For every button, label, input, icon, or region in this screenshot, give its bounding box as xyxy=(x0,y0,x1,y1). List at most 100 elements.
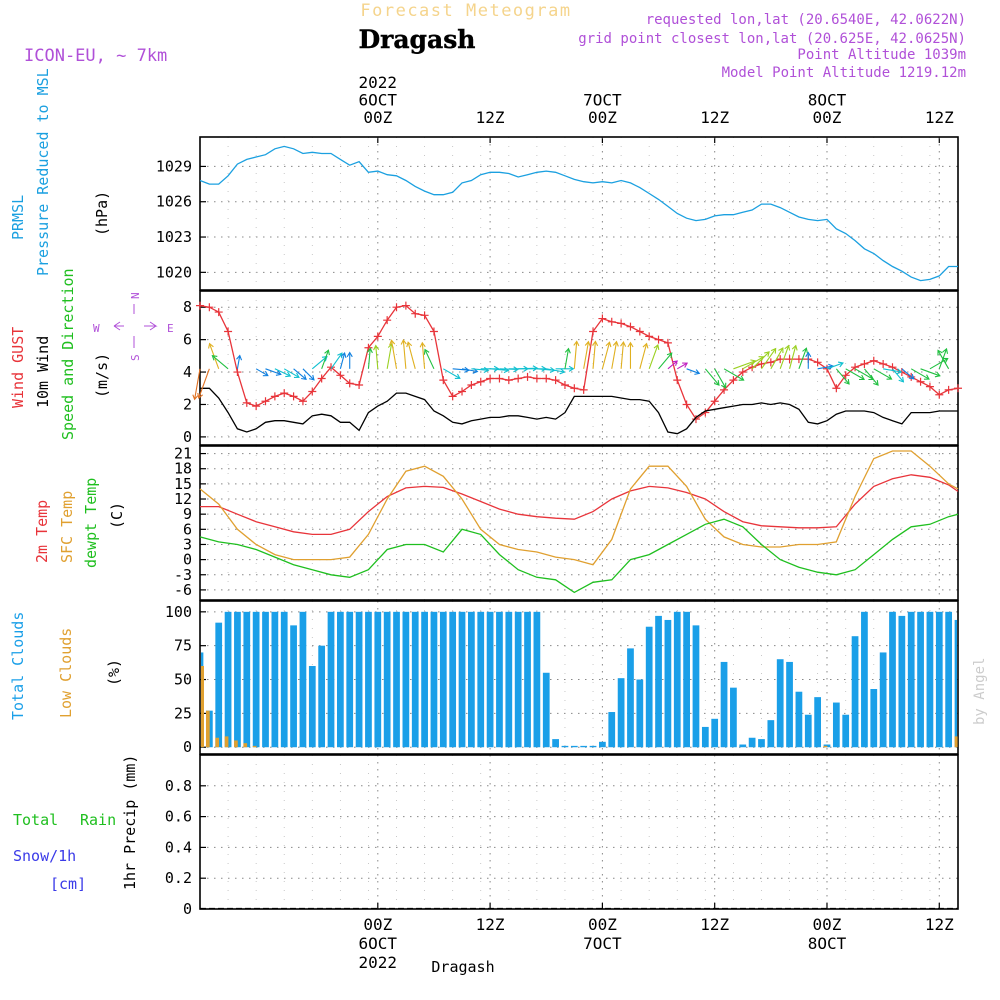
gust-marker xyxy=(486,374,495,383)
total-clouds-bar xyxy=(730,687,737,748)
wind-direction-arrow xyxy=(883,368,902,373)
compass-west: W xyxy=(93,322,100,335)
wind-arrow-head xyxy=(503,367,510,374)
total-clouds-bar xyxy=(711,718,719,748)
wind-direction-arrow xyxy=(789,345,797,369)
wind-arrow-head xyxy=(805,351,812,358)
wind-direction-arrow xyxy=(402,339,407,369)
total-clouds-bar xyxy=(935,611,943,748)
wind-arrow-head xyxy=(682,362,689,368)
gust-marker xyxy=(860,359,869,368)
total-clouds-bar xyxy=(505,611,513,748)
wind-arrow-head xyxy=(211,354,218,361)
gust-marker xyxy=(776,355,785,364)
wind-direction-arrow xyxy=(714,368,727,389)
time-label-top: 00Z xyxy=(588,108,617,127)
wind-arrow-head xyxy=(844,378,850,385)
wind-direction-arrow xyxy=(854,368,874,380)
gust-marker xyxy=(635,327,644,336)
time-label-top: 8OCT xyxy=(808,91,847,110)
total-clouds-bar xyxy=(879,652,887,748)
wind-direction-arrow xyxy=(367,348,371,369)
total-clouds-bar xyxy=(617,678,625,748)
low-clouds-bar xyxy=(823,745,828,748)
gust-marker xyxy=(439,376,448,385)
total-clouds-bar xyxy=(664,619,672,748)
y-tick-label: 1020 xyxy=(156,263,192,281)
total-clouds-bar xyxy=(496,611,503,748)
model-label: ICON-EU, ~ 7km xyxy=(24,46,167,66)
gust-marker xyxy=(851,363,860,372)
y-tick-label: 0.4 xyxy=(165,838,192,856)
footer-station-name: Dragash xyxy=(431,958,494,976)
total-clouds-bar xyxy=(683,611,690,748)
total-clouds-bar xyxy=(346,611,354,748)
wind-direction-arrow xyxy=(421,342,426,369)
wind-direction-arrow xyxy=(424,349,435,370)
wind-direction-arrow xyxy=(676,362,688,370)
wind-arrow-head xyxy=(285,371,292,378)
total-clouds-bar xyxy=(954,619,957,748)
wind-direction-arrow xyxy=(648,344,659,369)
wind-arrow-head xyxy=(896,368,903,375)
total-clouds-bar xyxy=(814,697,821,748)
wind-arrow-head xyxy=(406,341,413,348)
time-label-top: 12Z xyxy=(925,108,954,127)
gust-marker xyxy=(514,374,523,383)
wind-direction-arrow xyxy=(761,348,777,370)
wind-arrow-head xyxy=(653,343,660,350)
gust-marker xyxy=(373,332,382,341)
time-label-bottom: 12Z xyxy=(476,915,505,934)
wind-arrow-head xyxy=(192,394,199,401)
total-clouds-bar xyxy=(542,672,550,748)
wind-direction-arrow xyxy=(375,345,379,369)
total-clouds-bar xyxy=(552,739,559,748)
wind-direction-arrow xyxy=(443,368,461,379)
gust-marker xyxy=(607,317,616,326)
wind-direction-arrow xyxy=(198,368,210,399)
gust-marker xyxy=(682,400,691,409)
wind-arrow-head xyxy=(802,347,808,354)
gust-marker xyxy=(327,363,336,372)
total-clouds-bar xyxy=(252,611,260,748)
gust-marker xyxy=(214,308,223,317)
wind-direction-arrow xyxy=(658,352,673,370)
wind-direction-arrow xyxy=(330,352,343,370)
panel-frame xyxy=(199,136,959,291)
watermark: by Angel xyxy=(972,658,988,725)
wind-arrow-head xyxy=(366,347,373,354)
total-clouds-bar xyxy=(898,615,906,748)
axis-label-10m-wind: 10m Wind xyxy=(34,336,52,408)
gust-marker xyxy=(673,376,682,385)
wind-arrow-head xyxy=(197,392,203,399)
total-clouds-bar xyxy=(907,611,915,748)
wind-arrow-head xyxy=(886,374,893,380)
gust-marker xyxy=(598,314,607,323)
total-clouds-bar xyxy=(215,622,223,748)
gust-marker xyxy=(551,376,560,385)
gust-marker xyxy=(663,338,672,347)
y-tick-label: 75 xyxy=(174,637,192,655)
wind-arrow-head xyxy=(568,365,575,372)
station-title: Dragash xyxy=(359,25,476,54)
wind-arrow-head xyxy=(584,340,591,347)
requested-coords: requested lon,lat (20.6540E, 42.0622N) xyxy=(646,12,966,28)
total-clouds-bar xyxy=(758,739,765,748)
wind-direction-arrow xyxy=(742,356,764,370)
total-clouds-bar xyxy=(861,611,868,748)
gust-marker xyxy=(242,398,251,407)
pressure-series-line xyxy=(199,145,958,282)
gust-marker xyxy=(252,402,261,411)
wind-direction-arrow xyxy=(620,342,624,369)
time-label-top: 6OCT xyxy=(359,91,398,110)
y-tick-label: 0.2 xyxy=(165,869,192,887)
total-clouds-bar xyxy=(365,611,372,748)
wind-direction-arrow xyxy=(751,351,770,370)
wind-arrow-head xyxy=(642,342,649,349)
wind-arrow-head xyxy=(513,366,519,373)
total-clouds-bar xyxy=(767,720,775,748)
axis-unit-percent: (%) xyxy=(105,659,123,686)
wind-panel: 0 2 4 6 8 Wind GUST 10m Wind Speed and Directio… xyxy=(9,268,962,446)
total-clouds-bar xyxy=(411,611,419,748)
y-tick-label: -6 xyxy=(174,581,192,599)
